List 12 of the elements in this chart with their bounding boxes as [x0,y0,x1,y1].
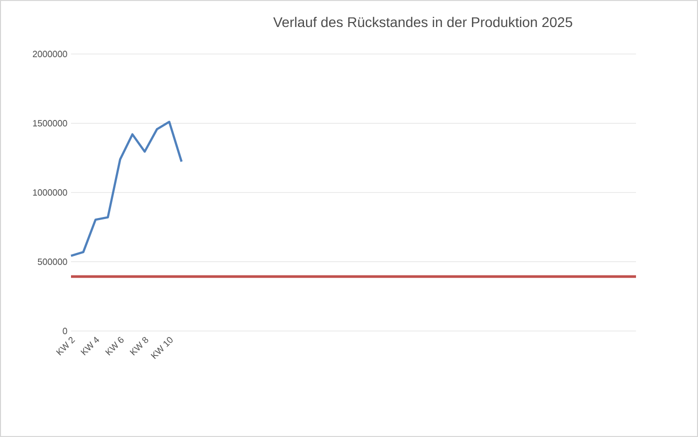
x-tick-label: KW 6 [105,337,124,356]
x-tick-label: KW 8 [130,337,148,356]
y-tick-label: 500000 [38,258,68,265]
y-tick-label: 1000000 [33,189,68,196]
line-series [70,120,183,257]
x-tick-label: KW 4 [80,336,100,356]
y-tick-label: 2000000 [32,50,68,58]
x-tick-label: KW 2 [56,337,76,356]
y-tick-label: 1500000 [33,120,68,126]
y-tick-label: 0 [62,328,68,334]
x-tick-label: KW 10 [150,337,173,360]
chart-title: Verlauf des Rückstandes in der Produktion 2025 [273,16,572,28]
